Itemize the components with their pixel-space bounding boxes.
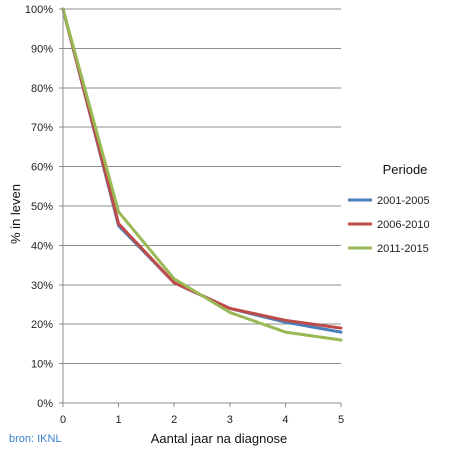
y-tick-label: 30% [31, 280, 53, 292]
y-tick-label: 20% [31, 319, 53, 331]
source-note: bron: IKNL [9, 433, 62, 445]
y-axis-title: % in leven [8, 184, 23, 244]
x-tick-label: 0 [60, 414, 66, 426]
y-tick-label: 70% [31, 122, 53, 134]
x-tick-label: 4 [282, 414, 288, 426]
x-axis-title: Aantal jaar na diagnose [151, 431, 288, 446]
x-tick-label: 1 [116, 414, 122, 426]
legend-label: 2001-2005 [377, 195, 430, 207]
x-tick-label: 2 [171, 414, 177, 426]
legend: Periode 2001-2005 2006-2010 2011-2015 [348, 162, 430, 255]
x-tick-label: 3 [227, 414, 233, 426]
y-tick-label: 0% [37, 398, 53, 410]
y-tick-label: 80% [31, 83, 53, 95]
y-tick-label: 50% [31, 201, 53, 213]
legend-title: Periode [383, 162, 428, 177]
series-lines [61, 7, 343, 342]
legend-label: 2011-2015 [377, 243, 429, 255]
y-tick-labels: 0% 10% 20% 30% 40% 50% 60% 70% 80% 90% 100% [25, 4, 53, 410]
y-tick-label: 60% [31, 162, 53, 174]
y-tick-label: 100% [25, 4, 53, 16]
y-tick-label: 10% [31, 359, 53, 371]
axes [59, 8, 342, 407]
y-tick-label: 90% [31, 43, 53, 55]
gridlines [63, 8, 341, 365]
x-tick-labels: 0 1 2 3 4 5 [60, 414, 344, 426]
series-line-2011-2015 [61, 7, 343, 342]
y-tick-label: 40% [31, 240, 53, 252]
legend-label: 2006-2010 [377, 219, 430, 231]
series-line-2006-2010 [61, 7, 343, 330]
x-tick-label: 5 [338, 414, 344, 426]
